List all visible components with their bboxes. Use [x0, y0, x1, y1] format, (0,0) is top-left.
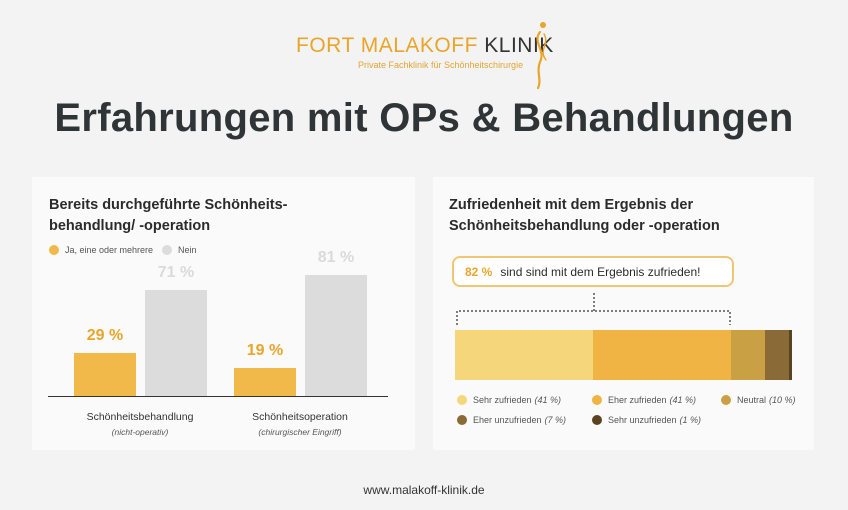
bar-label-no-1: 71 % — [157, 263, 195, 281]
right-chart-card: Zufriedenheit mit dem Ergebnis der Schön… — [433, 177, 814, 450]
category-label-1: Schönheitsbehandlung — [86, 411, 194, 423]
left-chart-card: Bereits durchgeführte Schönheits- behand… — [32, 177, 415, 450]
left-chart-title-line2: behandlung/ -operation — [49, 218, 211, 234]
figure-silhouette-icon — [536, 22, 547, 90]
logo-name-main: FORT MALAKOFF — [296, 34, 478, 57]
legend-percent: (7 %) — [544, 415, 567, 425]
bar-no-1 — [145, 289, 207, 396]
legend-item-eher-unzufrieden: Eher unzufrieden (7 %) — [457, 415, 566, 425]
category-sublabel-1: (nicht-operativ) — [111, 427, 169, 437]
legend-swatch — [457, 395, 467, 405]
x-axis-line — [48, 396, 388, 397]
legend-label: Eher zufrieden — [608, 395, 667, 405]
callout-text: sind sind mit dem Ergebnis zufrieden! — [500, 264, 701, 279]
page-title: Erfahrungen mit OPs & Behandlungen — [54, 96, 794, 140]
legend-swatch — [721, 395, 731, 405]
satisfaction-callout: 82 % sind sind mit dem Ergebnis zufriede… — [452, 256, 734, 287]
legend-item-eher-zufrieden: Eher zufrieden (41 %) — [592, 395, 696, 405]
left-chart-title-line1: Bereits durchgeführte Schönheits- — [49, 197, 288, 213]
logo-name: FORT MALAKOFF KLINIK — [296, 34, 554, 58]
segment-neutral — [731, 330, 766, 380]
category-label-2: Schönheitsoperation — [252, 411, 348, 423]
callout-bracket — [456, 293, 731, 325]
legend-swatch — [457, 415, 467, 425]
legend-label-yes: Ja, eine oder mehrere — [65, 245, 154, 255]
legend-percent: (41 %) — [534, 395, 562, 405]
legend-percent: (41 %) — [669, 395, 697, 405]
clinic-logo[interactable]: FORT MALAKOFF KLINIK Private Fachklinik … — [296, 22, 556, 90]
legend-percent: (1 %) — [679, 415, 702, 425]
segment-eher-zufrieden — [593, 330, 732, 380]
legend-label: Eher unzufrieden — [473, 415, 542, 425]
bar-yes-1 — [74, 352, 136, 396]
legend-percent: (10 %) — [769, 395, 796, 405]
bar-yes-2 — [234, 367, 296, 396]
right-chart-title-line1: Zufriedenheit mit dem Ergebnis der — [449, 197, 694, 213]
segment-eher-unzufrieden — [765, 330, 789, 380]
category-sublabel-2: (chirurgischer Eingriff) — [258, 427, 342, 437]
right-chart-title-line2: Schönheitsbehandlung oder -operation — [449, 218, 720, 234]
bar-no-2 — [305, 274, 367, 396]
legend-label: Neutral — [737, 395, 767, 405]
left-chart-title: Bereits durchgeführte Schönheits- behand… — [49, 195, 287, 237]
logo-name-accent: KLINIK — [484, 34, 554, 57]
segment-sehr-unzufrieden — [788, 330, 792, 380]
legend-swatch-yes — [49, 245, 59, 255]
legend-swatch-no — [162, 245, 172, 255]
callout-percent: 82 % — [465, 264, 493, 279]
legend-label: Sehr unzufrieden — [608, 415, 677, 425]
legend-item-no: Nein — [162, 245, 197, 255]
bar-label-no-2: 81 % — [317, 248, 355, 266]
legend-item-sehr-zufrieden: Sehr zufrieden (41 %) — [457, 395, 561, 405]
legend-item-neutral: Neutral (10 %) — [721, 395, 796, 405]
right-chart-title: Zufriedenheit mit dem Ergebnis der Schön… — [449, 195, 720, 237]
legend-item-yes: Ja, eine oder mehrere — [49, 245, 153, 255]
legend-swatch — [592, 415, 602, 425]
segment-sehr-zufrieden — [455, 330, 594, 380]
bar-label-yes-2: 19 % — [246, 341, 284, 359]
legend-label-no: Nein — [178, 245, 197, 255]
website-url[interactable]: www.malakoff-klinik.de — [363, 483, 485, 497]
legend-item-sehr-unzufrieden: Sehr unzufrieden (1 %) — [592, 415, 701, 425]
legend-label: Sehr zufrieden — [473, 395, 532, 405]
satisfaction-stacked-bar — [455, 330, 792, 380]
bar-label-yes-1: 29 % — [86, 326, 124, 344]
legend-swatch — [592, 395, 602, 405]
logo-subtitle: Private Fachklinik für Schönheitschirurg… — [358, 60, 524, 70]
